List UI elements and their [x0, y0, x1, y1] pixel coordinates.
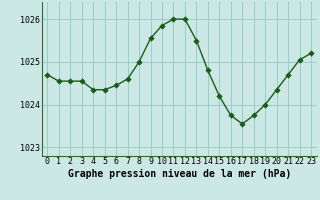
X-axis label: Graphe pression niveau de la mer (hPa): Graphe pression niveau de la mer (hPa): [68, 169, 291, 179]
